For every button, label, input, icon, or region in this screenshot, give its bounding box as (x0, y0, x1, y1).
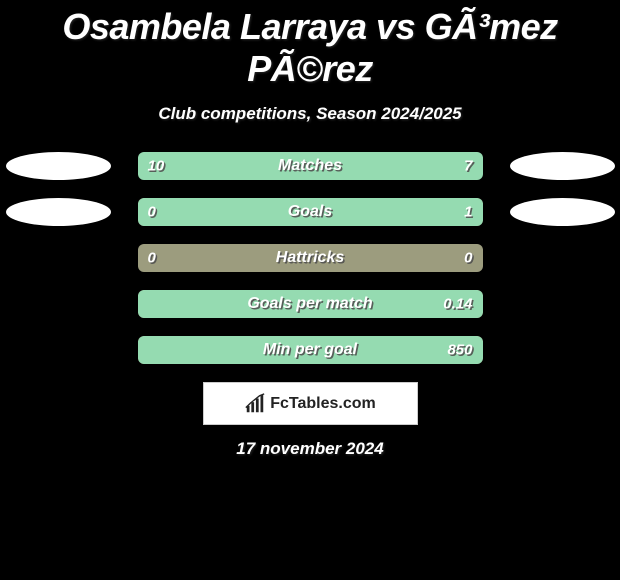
page-subtitle: Club competitions, Season 2024/2025 (0, 104, 620, 124)
stat-value-right: 0.14 (443, 296, 472, 313)
page-title: Osambela Larraya vs GÃ³mez PÃ©rez (0, 0, 620, 90)
ellipse-spacer (6, 244, 111, 272)
stat-row: 0 Hattricks 0 (0, 244, 620, 272)
stat-bar: 0 Goals 1 (138, 198, 483, 226)
stat-label: Min per goal (263, 341, 357, 359)
stat-row: 10 Matches 7 (0, 152, 620, 180)
brand-label: FcTables.com (270, 395, 376, 413)
stat-label: Goals (288, 203, 332, 221)
ellipse-spacer (6, 290, 111, 318)
stats-rows: 10Matches70Goals10Hattricks0Goals per ma… (0, 152, 620, 364)
team-left-ellipse (6, 152, 111, 180)
ellipse-spacer (510, 244, 615, 272)
stat-value-right: 1 (464, 204, 472, 221)
page-date: 17 november 2024 (0, 439, 620, 459)
ellipse-spacer (510, 336, 615, 364)
stat-bar: Goals per match 0.14 (138, 290, 483, 318)
team-right-ellipse (510, 198, 615, 226)
stat-label: Matches (278, 157, 342, 175)
team-left-ellipse (6, 198, 111, 226)
stat-row: Min per goal 850 (0, 336, 620, 364)
ellipse-spacer (6, 336, 111, 364)
stat-value-left: 0 (148, 250, 156, 267)
ellipse-spacer (510, 290, 615, 318)
chart-icon (244, 393, 266, 415)
stat-bar: 0 Hattricks 0 (138, 244, 483, 272)
stat-bar: Min per goal 850 (138, 336, 483, 364)
stat-bar: 10 Matches 7 (138, 152, 483, 180)
stat-value-right: 850 (447, 342, 472, 359)
stat-row: Goals per match 0.14 (0, 290, 620, 318)
stat-label: Hattricks (276, 249, 344, 267)
stat-value-left: 10 (148, 158, 165, 175)
team-right-ellipse (510, 152, 615, 180)
brand-box[interactable]: FcTables.com (203, 382, 418, 425)
stat-label: Goals per match (247, 295, 372, 313)
stat-value-left: 0 (148, 204, 156, 221)
stat-row: 0 Goals 1 (0, 198, 620, 226)
stat-value-right: 7 (464, 158, 472, 175)
stat-value-right: 0 (464, 250, 472, 267)
